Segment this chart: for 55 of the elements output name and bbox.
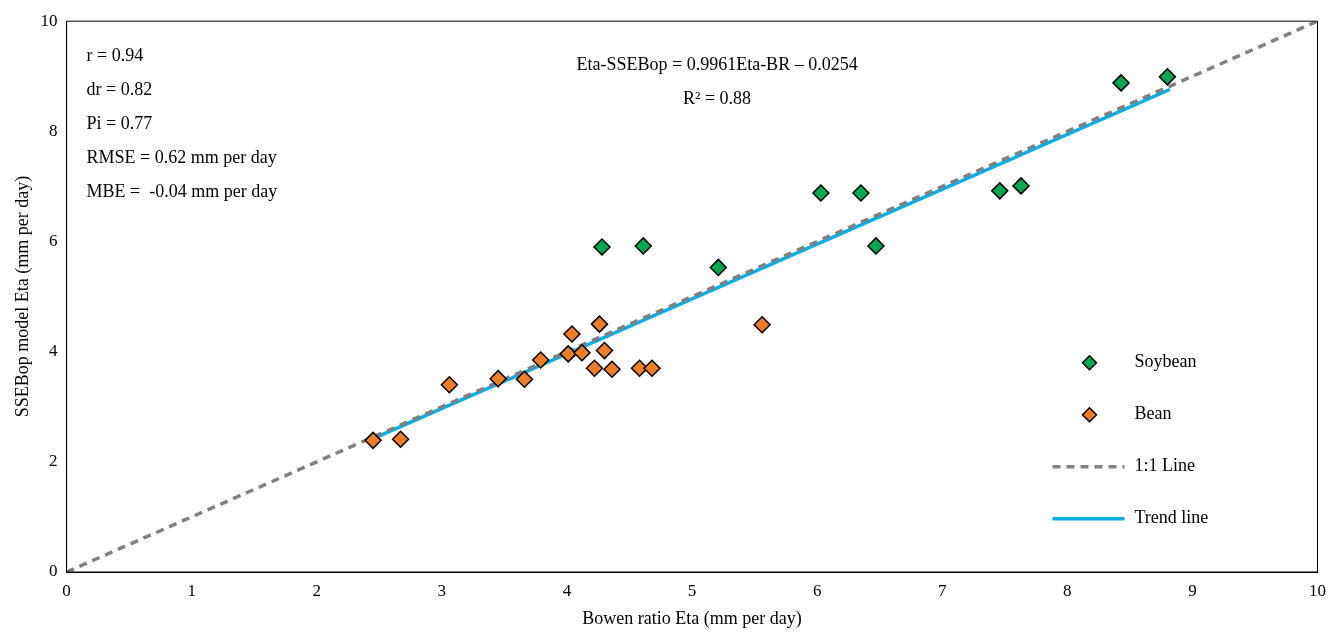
point: [595, 341, 614, 360]
y-tick-label: 6: [49, 230, 58, 250]
y-tick-label: 8: [49, 120, 58, 140]
x-tick-label: 7: [937, 580, 947, 600]
point: [563, 325, 581, 343]
annotation: dr = 0.82: [86, 78, 153, 99]
annotation: Eta-SSEBop = 0.9961Eta-BR – 0.0254: [576, 53, 858, 74]
x-tick-label: 8: [1063, 580, 1072, 600]
point: [391, 430, 410, 449]
x-tick-label: 3: [437, 580, 447, 600]
point: [991, 182, 1009, 200]
point: [709, 258, 728, 277]
legend-label: 1:1 Line: [1134, 455, 1195, 476]
annotation: MBE = -0.04 mm per day: [86, 180, 278, 201]
x-axis-title: Bowen ratio Eta (mm per day): [582, 607, 802, 629]
annotation: RMSE = 0.62 mm per day: [86, 146, 277, 167]
point: [867, 237, 885, 255]
x-tick-label: 0: [62, 580, 71, 600]
x-tick-label: 9: [1188, 580, 1197, 600]
point: [573, 344, 591, 362]
point: [1012, 177, 1030, 195]
legend-label: Bean: [1134, 403, 1172, 424]
point: [593, 238, 611, 256]
y-tick-label: 10: [40, 10, 58, 30]
point: [643, 359, 661, 377]
y-tick-label: 4: [49, 341, 59, 361]
point: [603, 360, 621, 379]
point: [489, 369, 507, 388]
point: [559, 345, 577, 363]
point: [812, 184, 830, 202]
point: [440, 375, 459, 394]
legend-label: Soybean: [1134, 351, 1197, 372]
point: [1158, 68, 1177, 86]
point: [753, 315, 771, 334]
legend-label: Trend line: [1134, 507, 1209, 528]
y-tick-label: 2: [49, 451, 58, 471]
x-tick-label: 6: [812, 580, 822, 600]
x-tick-label: 5: [687, 580, 697, 600]
annotation: R² = 0.88: [683, 87, 752, 108]
x-tick-label: 2: [312, 580, 322, 600]
annotation: r = 0.94: [86, 44, 144, 65]
point: [585, 359, 604, 377]
point: [852, 184, 870, 202]
point: [515, 370, 534, 388]
annotation: Pi = 0.77: [86, 112, 153, 133]
y-tick-label: 0: [49, 561, 58, 581]
x-tick-label: 10: [1309, 580, 1326, 600]
point: [634, 237, 653, 255]
x-tick-label: 1: [187, 580, 196, 600]
point: [531, 351, 550, 369]
point: [1112, 74, 1130, 92]
y-axis-title: SSEBop model Eta (mm per day): [11, 175, 33, 418]
point: [364, 431, 382, 450]
point: [590, 315, 609, 333]
x-tick-label: 4: [562, 580, 572, 600]
